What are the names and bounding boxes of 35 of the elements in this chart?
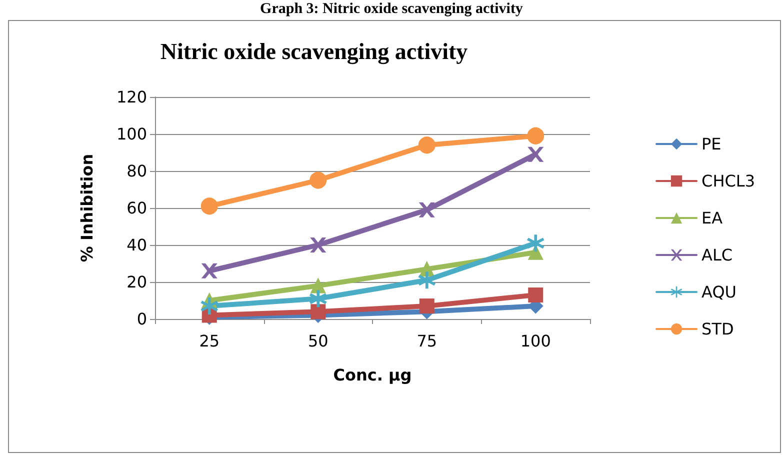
y-tick-label: 80 — [126, 162, 147, 180]
legend-label: AQU — [702, 282, 736, 302]
legend-label: CHCL3 — [702, 172, 755, 190]
x-axis-title: Conc. µg — [333, 366, 412, 384]
point — [419, 202, 434, 218]
y-tick-label: 0 — [136, 310, 147, 328]
y-tick-label: 40 — [126, 236, 147, 254]
x-tick-label: 25 — [199, 332, 220, 350]
point — [527, 234, 544, 252]
point — [528, 146, 544, 162]
y-tick-label: 20 — [126, 272, 147, 292]
legend-label: PE — [702, 134, 722, 154]
x-tick-label: 50 — [308, 332, 328, 350]
point — [419, 298, 434, 314]
legend-label: EA — [702, 208, 723, 228]
y-tick-label: 100 — [116, 124, 147, 144]
x-tick-label: 100 — [520, 332, 551, 350]
point — [527, 127, 544, 144]
chart-title: Nitric oxide scavenging activity — [160, 39, 468, 65]
point — [202, 263, 217, 278]
x-tick-label: 75 — [416, 332, 438, 350]
point — [200, 298, 218, 315]
y-tick-label: 60 — [126, 198, 147, 218]
y-tick-label: 120 — [116, 88, 147, 106]
point — [310, 290, 327, 308]
point — [310, 172, 327, 189]
point — [310, 238, 326, 252]
point — [200, 198, 218, 215]
caption: Graph 3: Nitric oxide scavenging activity — [259, 0, 524, 18]
legend-label: STD — [702, 320, 734, 338]
point — [528, 287, 544, 302]
point — [418, 136, 436, 154]
point — [418, 272, 436, 289]
y-axis-title: % Inhibition — [78, 154, 96, 262]
legend-label: ALC — [702, 246, 733, 264]
